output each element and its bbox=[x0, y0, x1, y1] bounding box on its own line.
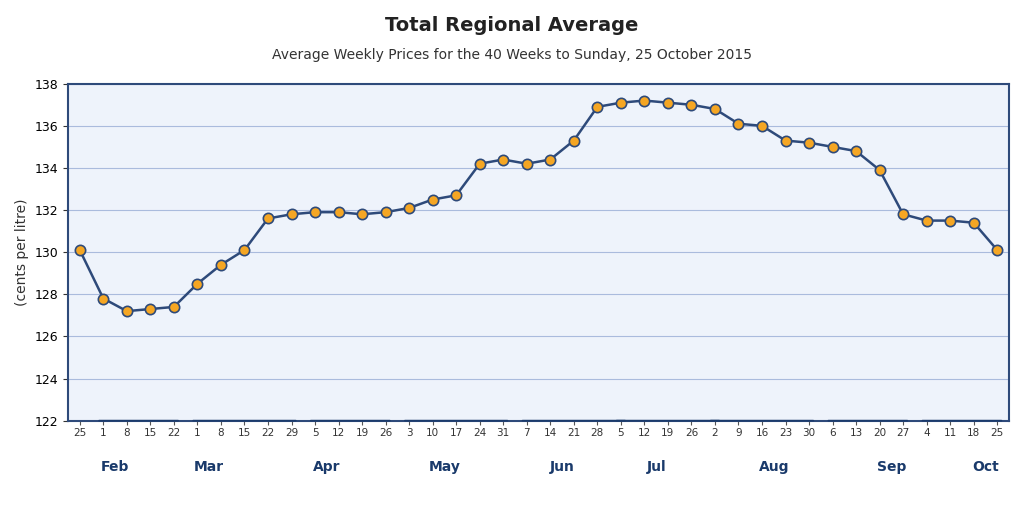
Point bbox=[966, 218, 982, 227]
Point bbox=[260, 214, 276, 222]
Point bbox=[119, 307, 135, 315]
Point bbox=[166, 303, 182, 311]
Point bbox=[354, 210, 371, 219]
Point bbox=[237, 246, 253, 254]
Point bbox=[942, 216, 958, 225]
Text: Mar: Mar bbox=[195, 459, 224, 474]
Text: Aug: Aug bbox=[759, 459, 790, 474]
Point bbox=[189, 279, 206, 288]
Text: Sep: Sep bbox=[877, 459, 906, 474]
Point bbox=[565, 136, 582, 145]
Text: Jun: Jun bbox=[550, 459, 574, 474]
Point bbox=[777, 136, 794, 145]
Point bbox=[495, 155, 511, 164]
Point bbox=[707, 105, 723, 113]
Point bbox=[871, 166, 888, 174]
Point bbox=[754, 122, 770, 130]
Point bbox=[895, 210, 911, 219]
Point bbox=[636, 96, 652, 105]
Point bbox=[659, 98, 676, 107]
Point bbox=[447, 191, 464, 200]
Point bbox=[213, 261, 229, 269]
Point bbox=[378, 208, 394, 217]
Text: Feb: Feb bbox=[101, 459, 129, 474]
Point bbox=[801, 139, 817, 147]
Text: Apr: Apr bbox=[313, 459, 341, 474]
Text: Average Weekly Prices for the 40 Weeks to Sunday, 25 October 2015: Average Weekly Prices for the 40 Weeks t… bbox=[272, 48, 752, 62]
Point bbox=[683, 100, 699, 109]
Text: Jul: Jul bbox=[646, 459, 666, 474]
Point bbox=[848, 147, 864, 156]
Point bbox=[401, 204, 418, 212]
Text: Oct: Oct bbox=[972, 459, 998, 474]
Point bbox=[518, 159, 535, 168]
Point bbox=[542, 155, 558, 164]
Point bbox=[471, 159, 487, 168]
Point bbox=[730, 119, 746, 128]
Point bbox=[919, 216, 935, 225]
Point bbox=[989, 246, 1006, 254]
Y-axis label: (cents per litre): (cents per litre) bbox=[15, 199, 29, 306]
Text: May: May bbox=[428, 459, 461, 474]
Text: Total Regional Average: Total Regional Average bbox=[385, 16, 639, 35]
Point bbox=[589, 102, 605, 111]
Point bbox=[331, 208, 347, 217]
Point bbox=[72, 246, 88, 254]
Point bbox=[824, 143, 841, 151]
Point bbox=[284, 210, 300, 219]
Point bbox=[612, 98, 629, 107]
Point bbox=[142, 305, 159, 313]
Point bbox=[95, 294, 112, 303]
Point bbox=[425, 195, 441, 204]
Point bbox=[307, 208, 324, 217]
